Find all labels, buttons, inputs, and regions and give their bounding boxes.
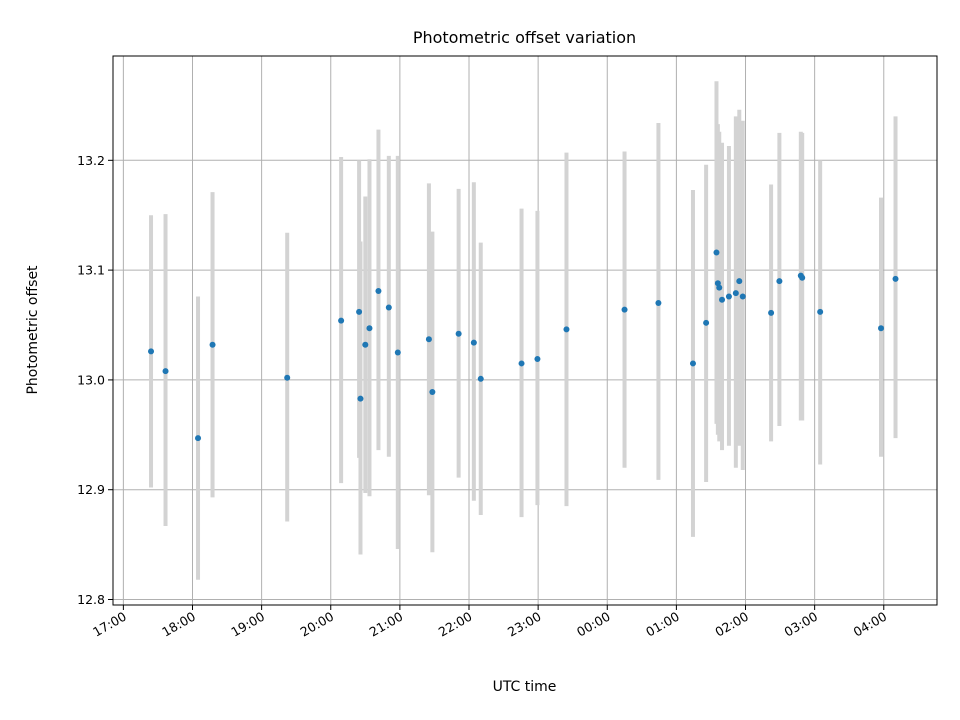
x-tick-label: 19:00: [228, 609, 267, 640]
data-point: [195, 435, 202, 442]
data-point: [375, 287, 382, 294]
data-point: [892, 275, 899, 282]
data-point: [655, 300, 662, 307]
data-point: [429, 388, 436, 395]
chart-title: Photometric offset variation: [413, 28, 636, 47]
data-point: [357, 395, 364, 402]
y-axis: 12.8 12.9 13.0 13.1 13.2: [77, 153, 113, 607]
x-tick-label: 20:00: [298, 609, 337, 640]
x-tick-label: 17:00: [90, 609, 129, 640]
x-tick-label: 00:00: [574, 609, 613, 640]
data-point: [719, 296, 726, 303]
data-point: [817, 308, 824, 315]
data-point: [162, 368, 169, 375]
data-point: [768, 309, 775, 316]
x-tick-label: 04:00: [851, 609, 890, 640]
data-point: [621, 306, 628, 313]
x-axis: 17:00 18:00 19:00 20:00 21:00 22:00 23:00 00:00…: [90, 605, 889, 640]
data-point: [356, 308, 363, 315]
x-tick-label: 02:00: [712, 609, 751, 640]
data-point: [534, 356, 541, 363]
data-point: [366, 325, 373, 332]
y-tick-label: 13.0: [77, 372, 105, 387]
data-point: [799, 274, 806, 281]
x-axis-label: UTC time: [493, 679, 557, 695]
data-point: [725, 293, 732, 300]
y-tick-label: 13.2: [77, 153, 105, 168]
data-point: [148, 348, 155, 355]
x-tick-label: 18:00: [159, 609, 198, 640]
data-point: [284, 374, 291, 381]
data-point: [878, 325, 885, 332]
data-point: [338, 317, 345, 324]
plot-area-frame: [112, 55, 938, 606]
y-tick-label: 12.8: [77, 592, 105, 607]
y-axis-label: Photometric offset: [25, 265, 41, 395]
data-point: [563, 326, 570, 333]
data-point: [703, 319, 710, 326]
data-point: [732, 290, 739, 297]
x-tick-label: 03:00: [781, 609, 820, 640]
x-tick-label: 22:00: [436, 609, 475, 640]
data-point: [209, 341, 216, 348]
x-tick-label: 21:00: [367, 609, 406, 640]
data-point: [394, 349, 401, 356]
data-point: [776, 278, 783, 285]
data-point: [716, 284, 723, 291]
x-tick-label: 23:00: [505, 609, 544, 640]
y-tick-label: 13.1: [77, 263, 105, 278]
data-point: [739, 293, 746, 300]
data-point: [425, 336, 432, 343]
data-points: [148, 249, 899, 442]
data-point: [470, 339, 477, 346]
error-bars: [149, 81, 898, 580]
y-tick-label: 12.9: [77, 482, 105, 497]
data-point: [385, 304, 392, 311]
data-point: [736, 278, 743, 285]
x-tick-label: 01:00: [643, 609, 682, 640]
data-point: [477, 375, 484, 382]
data-point: [362, 341, 369, 348]
data-point: [713, 249, 720, 256]
grid: [113, 56, 937, 605]
data-point: [518, 360, 525, 367]
data-point: [455, 330, 462, 337]
data-point: [689, 360, 696, 367]
